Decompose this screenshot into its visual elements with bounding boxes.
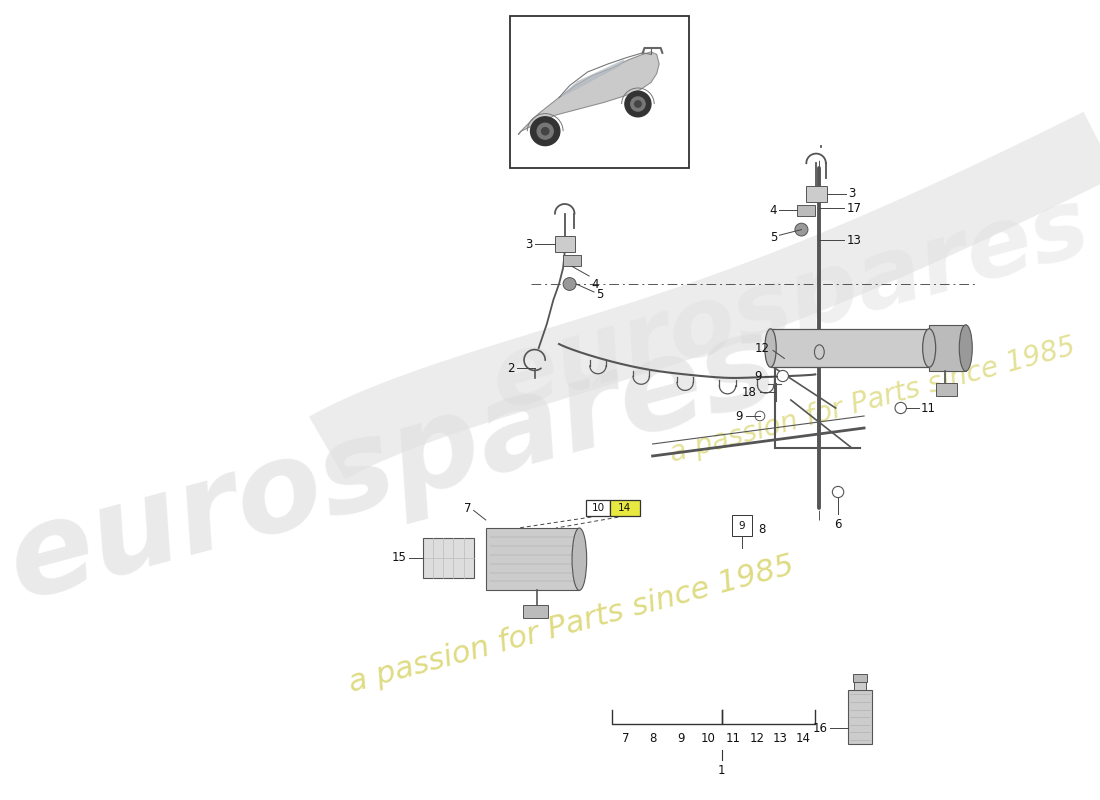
- Circle shape: [537, 123, 553, 139]
- Ellipse shape: [959, 325, 972, 371]
- Text: 14: 14: [796, 732, 811, 745]
- Circle shape: [635, 101, 641, 107]
- Text: eurospares: eurospares: [0, 303, 790, 625]
- Text: 8: 8: [649, 732, 657, 745]
- Text: 3: 3: [525, 238, 532, 250]
- Text: 13: 13: [773, 732, 788, 745]
- Text: 5: 5: [596, 288, 604, 301]
- Text: 8: 8: [758, 523, 766, 536]
- Text: eurospares: eurospares: [482, 179, 1100, 429]
- Text: 16: 16: [813, 722, 827, 734]
- Text: 11: 11: [921, 402, 936, 414]
- Circle shape: [833, 486, 844, 498]
- Bar: [852, 674, 867, 682]
- Bar: [510, 16, 690, 168]
- Circle shape: [755, 411, 764, 421]
- Text: 10: 10: [701, 732, 715, 745]
- Polygon shape: [561, 60, 624, 96]
- Circle shape: [625, 91, 651, 117]
- Circle shape: [895, 402, 906, 414]
- Text: 7: 7: [464, 502, 471, 515]
- Circle shape: [630, 97, 645, 111]
- Text: 3: 3: [848, 187, 856, 200]
- Bar: [733, 515, 751, 536]
- Text: 10: 10: [592, 503, 605, 513]
- Bar: [563, 255, 581, 266]
- Bar: [586, 500, 611, 516]
- Polygon shape: [309, 112, 1100, 479]
- Bar: [805, 186, 827, 202]
- Text: a passion for Parts since 1985: a passion for Parts since 1985: [667, 332, 1078, 468]
- Ellipse shape: [923, 329, 936, 367]
- Bar: [930, 325, 966, 371]
- Ellipse shape: [814, 345, 824, 359]
- Bar: [610, 500, 639, 516]
- Bar: [524, 605, 548, 618]
- Polygon shape: [518, 52, 659, 134]
- Bar: [798, 205, 815, 216]
- Text: 12: 12: [755, 342, 770, 354]
- Circle shape: [563, 278, 576, 290]
- Ellipse shape: [764, 329, 777, 367]
- Text: 2: 2: [507, 362, 515, 374]
- Text: 9: 9: [676, 732, 684, 745]
- Text: a passion for Parts since 1985: a passion for Parts since 1985: [345, 550, 798, 698]
- Ellipse shape: [572, 528, 586, 590]
- Text: 13: 13: [846, 234, 861, 246]
- Bar: [770, 329, 930, 367]
- Text: 6: 6: [834, 518, 842, 530]
- Text: 9: 9: [739, 521, 746, 530]
- Text: 9: 9: [755, 370, 761, 382]
- Circle shape: [777, 370, 789, 382]
- Text: 15: 15: [392, 551, 406, 564]
- Text: 14: 14: [618, 503, 631, 513]
- Text: 12: 12: [749, 732, 764, 745]
- Text: 4: 4: [592, 278, 600, 291]
- Text: 9: 9: [736, 410, 743, 422]
- Circle shape: [795, 223, 808, 236]
- Bar: [556, 236, 575, 252]
- Text: 7: 7: [621, 732, 629, 745]
- Circle shape: [530, 117, 560, 146]
- Text: 18: 18: [741, 386, 757, 398]
- Bar: [424, 538, 474, 578]
- Text: 1: 1: [718, 764, 726, 777]
- Text: 5: 5: [770, 231, 777, 244]
- Circle shape: [541, 127, 549, 135]
- Bar: [486, 528, 580, 590]
- Bar: [936, 383, 957, 396]
- Text: 11: 11: [726, 732, 741, 745]
- Bar: [855, 680, 866, 690]
- Bar: [848, 690, 872, 744]
- Text: 4: 4: [770, 204, 777, 217]
- Text: 17: 17: [846, 202, 861, 214]
